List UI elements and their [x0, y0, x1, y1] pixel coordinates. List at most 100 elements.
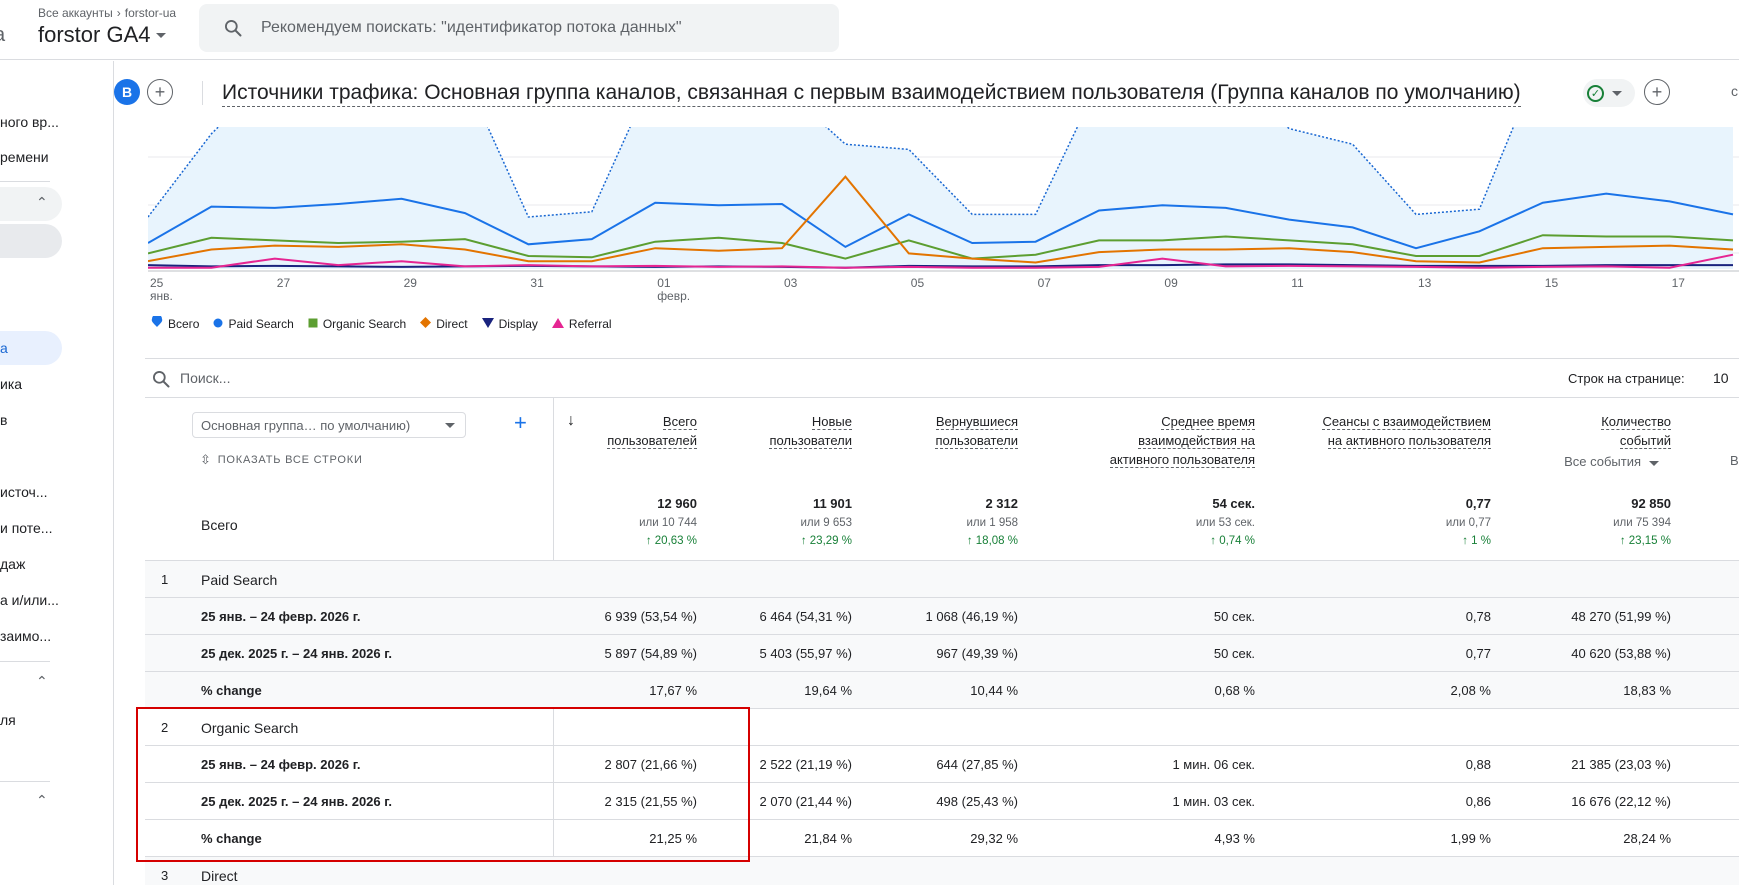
sidebar-item[interactable]: ремени [0, 149, 49, 165]
table-search-row: Поиск... Строк на странице: 10 [145, 358, 1739, 398]
table-row[interactable]: % change 17,67 % 19,64 % 10,44 % 0,68 % 2,08 … [145, 672, 1739, 709]
sidebar-item[interactable]: заимо... [0, 628, 52, 644]
sidebar-item[interactable]: и поте... [0, 520, 53, 536]
legend-item[interactable]: Display [481, 316, 538, 331]
table-row[interactable]: 25 янв. – 24 февр. 2026 г. 6 939 (53,54 %… [145, 598, 1739, 635]
legend-item[interactable]: Paid Search [213, 317, 294, 331]
table-cell: 2 807 (21,66 %) [604, 757, 697, 772]
sidebar-item-selected[interactable] [0, 224, 62, 258]
table-cell: 21,84 % [804, 831, 852, 846]
property-selector[interactable]: forstor GA4 [38, 22, 167, 48]
search-input[interactable]: Рекомендуем поискать: "идентификатор пот… [261, 19, 682, 36]
sidebar-item[interactable]: ля [0, 712, 16, 728]
legend-label: Organic Search [322, 316, 407, 331]
metric-header-text: Вернувшиеся [935, 414, 1018, 430]
page-title[interactable]: Источники трафика: Основная группа канал… [222, 81, 1521, 107]
row-label: 25 янв. – 24 февр. 2026 г. [201, 609, 361, 624]
table-cell: 29,32 % [970, 831, 1018, 846]
show-all-rows-button[interactable]: ⇳ ПОКАЗАТЬ ВСЕ СТРОКИ [200, 452, 363, 468]
row-label: Paid Search [201, 572, 278, 588]
legend-item[interactable]: Direct [420, 316, 468, 331]
metric-column-header[interactable]: Количество событий Все события [1564, 412, 1671, 469]
add-comparison-button[interactable]: + [147, 79, 173, 105]
sidebar-section-header[interactable] [0, 187, 62, 221]
table-header: Основная группа… по умолчанию) + ⇳ ПОКАЗ… [145, 398, 1739, 561]
legend-item[interactable]: Referral [551, 317, 612, 331]
metric-total: 12 960 или 10 744 ↑ 20,63 % [639, 496, 697, 547]
x-tick-label: 11 [1291, 276, 1304, 290]
metric-column-header[interactable]: Сеансы с взаимодействием на активного пол… [1322, 412, 1491, 450]
metric-column-header[interactable]: Новые пользователи [769, 412, 852, 450]
add-dimension-button[interactable]: + [514, 410, 527, 435]
truncated-column-header[interactable]: В [1730, 453, 1739, 468]
table-row[interactable]: 25 дек. 2025 г. – 24 янв. 2026 г. 5 897 (… [145, 635, 1739, 672]
legend-item[interactable]: Organic Search [308, 317, 406, 331]
metric-total: 2 312 или 1 958 ↑ 18,08 % [966, 496, 1018, 547]
x-tick-label: 05 [910, 276, 925, 290]
metric-column-header[interactable]: Среднее время взаимодействия на активного … [1109, 412, 1255, 469]
search-icon [225, 20, 242, 37]
x-tick-label: 09 [1164, 276, 1178, 290]
chevron-up-icon[interactable]: ⌃ [36, 792, 48, 808]
x-tick-label: 25 янв. [150, 276, 173, 303]
breadcrumb[interactable]: Все аккаунты › forstor-ua [38, 6, 176, 20]
legend-marker-icon [551, 317, 564, 331]
metric-column-header[interactable]: Вернувшиеся пользователи [935, 412, 1018, 450]
sidebar-item[interactable]: даж [0, 556, 26, 572]
row-label: % change [201, 683, 262, 698]
table-cell: 498 (25,43 %) [936, 794, 1018, 809]
top-bar: a Все аккаунты › forstor-ua forstor GA4 … [0, 0, 1739, 60]
event-filter-select[interactable]: Все события [1564, 454, 1671, 469]
table-row[interactable]: 2 Organic Search [145, 709, 1739, 746]
metric-column-header[interactable]: Всего пользователей [607, 412, 697, 450]
series-line-total [148, 127, 1515, 218]
legend-marker-icon [308, 317, 318, 331]
breadcrumb-account[interactable]: forstor-ua [124, 6, 177, 20]
dimension-select[interactable]: Основная группа… по умолчанию) [192, 412, 466, 438]
table-row[interactable]: % change 21,25 % 21,84 % 29,32 % 4,93 % 1,99 … [145, 820, 1739, 857]
sidebar-item[interactable]: ика [0, 376, 23, 392]
table-row[interactable]: 1 Paid Search [145, 561, 1739, 598]
chevron-up-icon[interactable]: ⌃ [36, 673, 48, 689]
table-cell: 967 (49,39 %) [936, 646, 1018, 661]
product-logo-fragment[interactable]: a [0, 24, 5, 47]
chevron-right-icon: › [116, 6, 121, 20]
chevron-up-icon[interactable]: ⌃ [36, 194, 48, 210]
title-bar-edge-text[interactable]: с [1731, 83, 1738, 99]
table-row[interactable]: 3 Direct [145, 857, 1739, 885]
metric-header-text: Количество [1601, 414, 1671, 430]
sidebar-item[interactable]: в [0, 412, 8, 428]
sidebar-item[interactable]: а и/или... [0, 592, 59, 608]
chart-legend: Всего Paid Search Organic Search Direct Disp… [151, 314, 612, 331]
table-cell: 21,25 % [649, 831, 697, 846]
sidebar-item[interactable]: а [0, 340, 8, 356]
sidebar-item[interactable]: источ... [0, 484, 48, 500]
legend-item[interactable]: Всего [151, 314, 199, 331]
rows-per-page-select[interactable]: 10 [1713, 370, 1729, 386]
x-tick-label: 17 [1671, 276, 1685, 290]
sidebar-item[interactable]: ного вр... [0, 114, 59, 130]
table-row[interactable]: 25 янв. – 24 февр. 2026 г. 2 807 (21,66 %… [145, 746, 1739, 783]
breadcrumb-root[interactable]: Все аккаунты [38, 6, 113, 20]
comparison-avatar[interactable]: B [114, 79, 140, 105]
legend-label: Display [498, 316, 538, 331]
table-cell: 28,24 % [1623, 831, 1671, 846]
sidebar-divider [0, 781, 50, 782]
title-divider [202, 81, 203, 105]
sort-descending-icon[interactable]: ↓ [567, 412, 575, 429]
legend-label: Direct [436, 316, 468, 331]
table-cell: 0,68 % [1214, 683, 1255, 698]
report-status-dropdown[interactable]: ✓ [1583, 79, 1635, 107]
series-line-display [148, 263, 1733, 269]
sidebar-item-active[interactable] [0, 331, 62, 365]
global-search[interactable]: Рекомендуем поискать: "идентификатор пот… [199, 4, 839, 52]
x-tick-label: 03 [784, 276, 798, 290]
add-filter-button[interactable]: + [1644, 79, 1670, 105]
table-search-input[interactable]: Поиск... [180, 370, 231, 386]
table-cell: 4,93 % [1214, 831, 1255, 846]
table-cell: 21 385 (23,03 %) [1571, 757, 1671, 772]
table-row[interactable]: 25 дек. 2025 г. – 24 янв. 2026 г. 2 315 (… [145, 783, 1739, 820]
row-label: % change [201, 831, 262, 846]
table-cell: 1 068 (46,19 %) [925, 609, 1018, 624]
table-cell: 19,64 % [804, 683, 852, 698]
